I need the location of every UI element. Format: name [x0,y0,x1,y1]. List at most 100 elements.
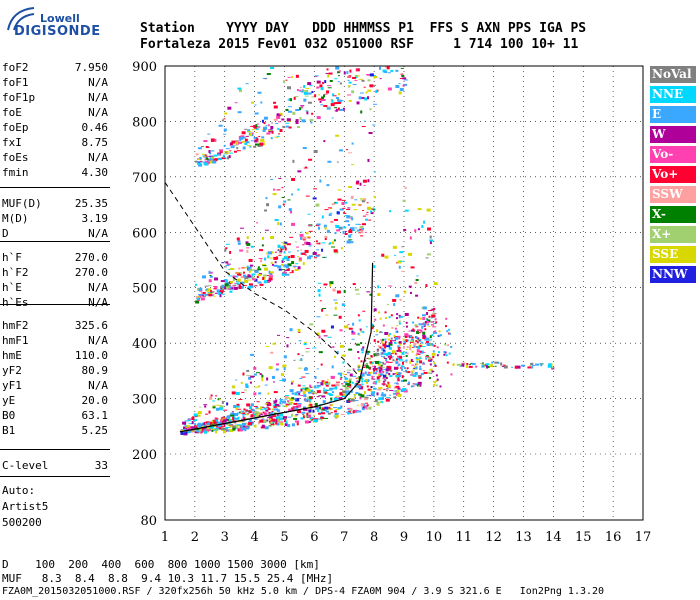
echo-point [336,102,341,105]
echo-point [214,158,218,161]
echo-point [312,347,317,349]
echo-point [273,101,277,104]
echo-point [247,422,252,426]
echo-point [396,349,399,352]
echo-point [237,87,242,90]
param-row-fxi: fxI 8.75 [2,135,108,150]
echo-point [218,422,222,426]
echo-point [490,364,494,368]
param-row-fof1: foF1 N/A [2,75,108,90]
echo-point [278,252,282,254]
echo-point [418,376,422,379]
echo-point [282,416,287,420]
echo-point [399,77,403,79]
param-value: N/A [88,334,108,347]
echo-point [354,343,357,345]
echo-point [230,414,235,417]
echo-point [338,75,341,77]
echo-point [233,413,238,417]
echo-point [250,403,254,407]
echo-point [301,376,306,378]
echo-point [382,69,387,73]
echo-point [260,138,265,142]
echo-point [412,383,416,385]
echo-point [394,352,397,355]
echo-point [254,285,258,287]
echo-point [382,363,386,365]
echo-point [225,148,230,150]
param-value: 33 [94,459,108,472]
echo-point [261,416,264,418]
echo-point [250,353,255,356]
echo-point [376,379,380,381]
echo-point [360,360,363,363]
x-tick-label: 3 [221,530,229,545]
echo-point [267,124,270,127]
echo-point [367,89,372,92]
echo-point [330,397,333,401]
echo-point [420,329,423,333]
echo-point [389,390,394,392]
echo-point [253,145,257,148]
echo-point [395,375,400,378]
echo-point [355,68,360,72]
echo-point [378,366,382,370]
echo-point [207,292,212,294]
param-value: 7.950 [74,61,108,74]
echo-point [501,365,505,367]
echo-point [313,419,318,423]
echo-point [285,79,288,81]
echo-point [277,244,281,248]
echo-point [278,177,282,179]
echo-point [241,412,246,415]
echo-point [383,368,387,370]
echo-point [275,421,278,425]
echo-point [217,158,222,161]
echo-point [314,94,317,98]
echo-point [349,69,352,73]
echo-point [395,262,399,264]
echo-point [404,209,409,212]
echo-point [209,157,214,161]
echo-point [403,367,406,370]
echo-point [344,230,347,232]
echo-point [382,343,387,347]
echo-point [392,359,395,362]
echo-point [211,423,215,425]
echo-point [323,335,328,337]
echo-point [241,422,246,425]
echo-point [428,326,431,328]
echo-point [323,283,328,286]
echo-point [348,75,352,77]
echo-point [219,150,223,154]
echo-point [365,379,368,382]
echo-point [417,381,422,385]
echo-point [390,314,393,317]
echo-point [283,200,287,203]
echo-point [197,411,202,415]
echo-point [292,406,297,409]
echo-point [255,127,259,130]
echo-point [416,339,419,342]
echo-point [256,372,261,374]
echo-point [286,118,291,122]
echo-point [307,92,312,95]
echo-point [355,69,358,71]
echo-point [379,331,382,334]
echo-point [354,400,359,402]
echo-point [283,355,287,359]
echo-point [265,419,269,422]
echo-point [412,374,417,377]
echo-point [356,180,360,183]
echo-point [253,411,256,413]
echo-point [254,104,257,106]
echo-point [375,334,379,336]
echo-point [267,255,270,259]
echo-point [229,413,233,415]
echo-point [245,427,248,429]
echo-point [265,345,269,347]
echo-point [274,219,279,222]
echo-point [368,357,372,360]
echo-point [333,355,336,358]
echo-point [426,208,431,212]
